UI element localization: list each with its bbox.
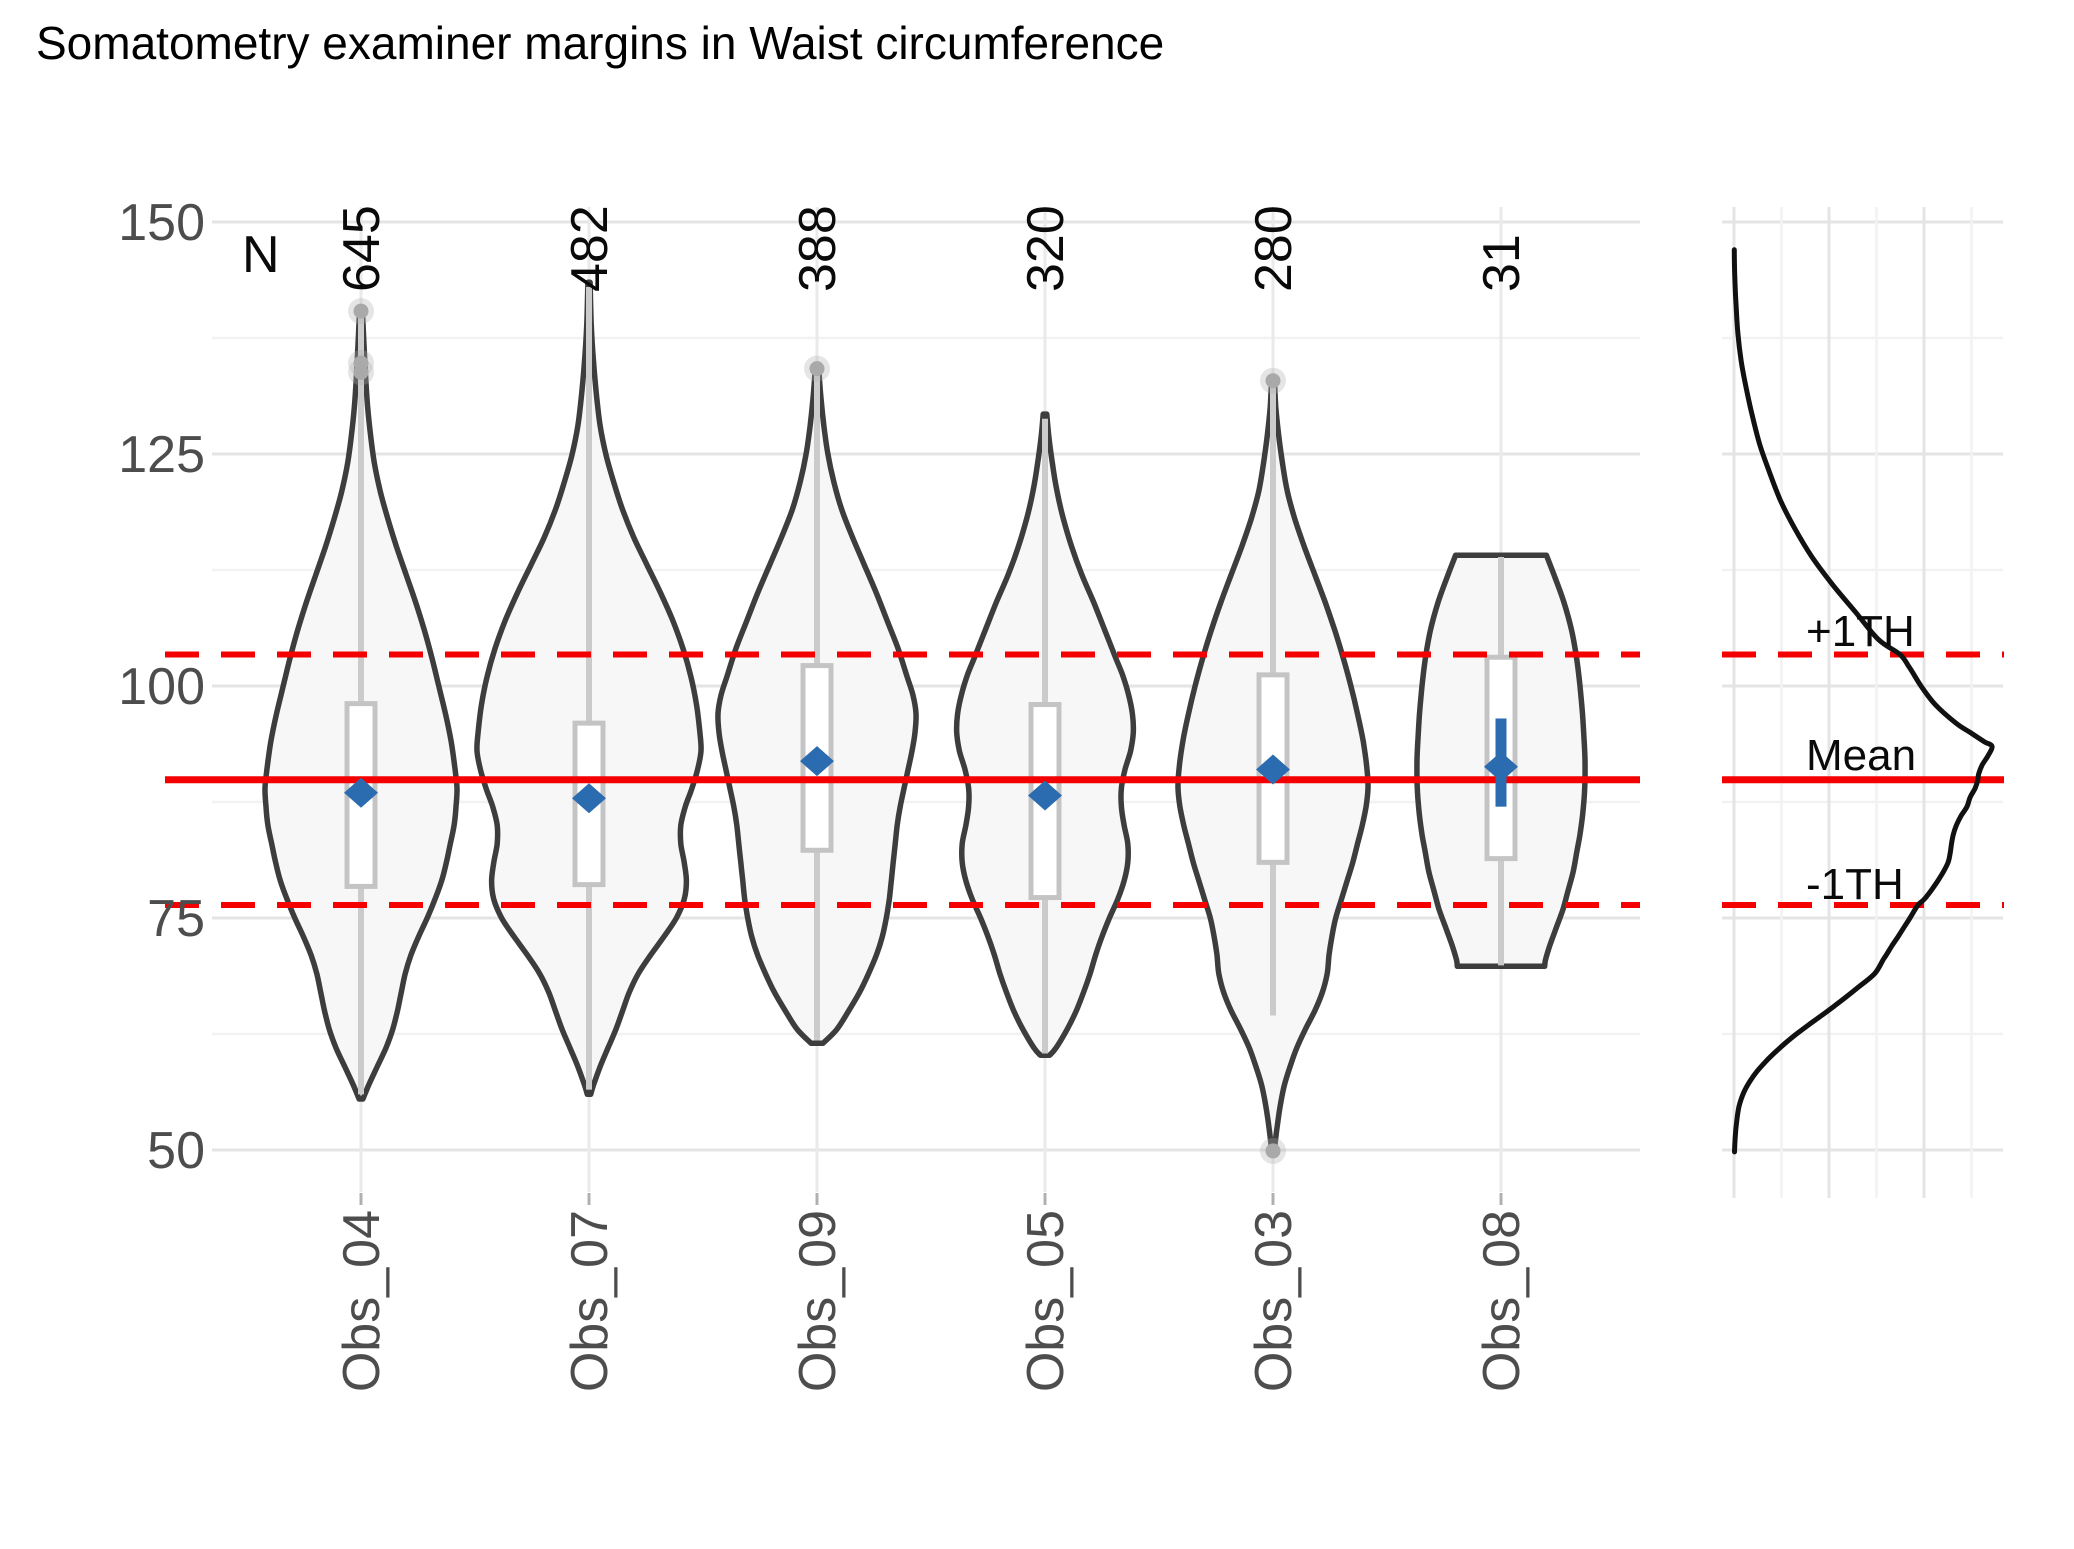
y-tick-label: 150 [118,194,205,252]
outlier-dot [1265,1143,1281,1159]
plus-1th-label: +1TH [1806,607,1915,656]
n-value-label: 388 [789,205,847,292]
n-value-label: 645 [333,205,391,292]
x-tick-label: Obs_07 [561,1210,619,1392]
mean-diamond [572,783,606,814]
x-tick-label: Obs_04 [333,1210,391,1392]
mean-diamond [1256,754,1290,785]
n-value-label: 482 [561,205,619,292]
n-column-header: N [242,226,280,284]
x-tick-label: Obs_03 [1245,1210,1303,1392]
mean-diamond [1484,751,1518,782]
marginal-density [1731,247,1995,1155]
n-value-label: 31 [1473,234,1531,292]
y-tick-label: 75 [147,890,205,948]
n-value-label: 280 [1245,205,1303,292]
outlier-dot [809,361,825,377]
n-value-label: 320 [1017,205,1075,292]
reference-lines [165,651,2004,909]
mean-label: Mean [1806,731,1916,780]
mean-diamond [1028,780,1062,811]
y-tick-label: 50 [147,1122,205,1180]
chart-title: Somatometry examiner margins in Waist ci… [36,17,1165,69]
x-tick-label: Obs_08 [1473,1210,1531,1392]
x-tick-label: Obs_09 [789,1210,847,1392]
mean-diamond [344,777,378,808]
y-tick-label: 125 [118,426,205,484]
x-tick-label: Obs_05 [1017,1210,1075,1392]
axis-labels: 150 125 100 75 50 645 482 388 320 280 31 Obs_04 Obs_… [118,194,1531,1392]
outlier-dot [1265,373,1281,389]
outlier-dot [353,364,369,380]
violin-layer [262,279,1588,1153]
outlier-dot [353,303,369,319]
minus-1th-label: -1TH [1806,860,1904,909]
mean-diamond [800,746,834,777]
density-curve [1731,247,1995,1155]
y-tick-label: 100 [118,658,205,716]
marker-layer [344,298,1518,1164]
